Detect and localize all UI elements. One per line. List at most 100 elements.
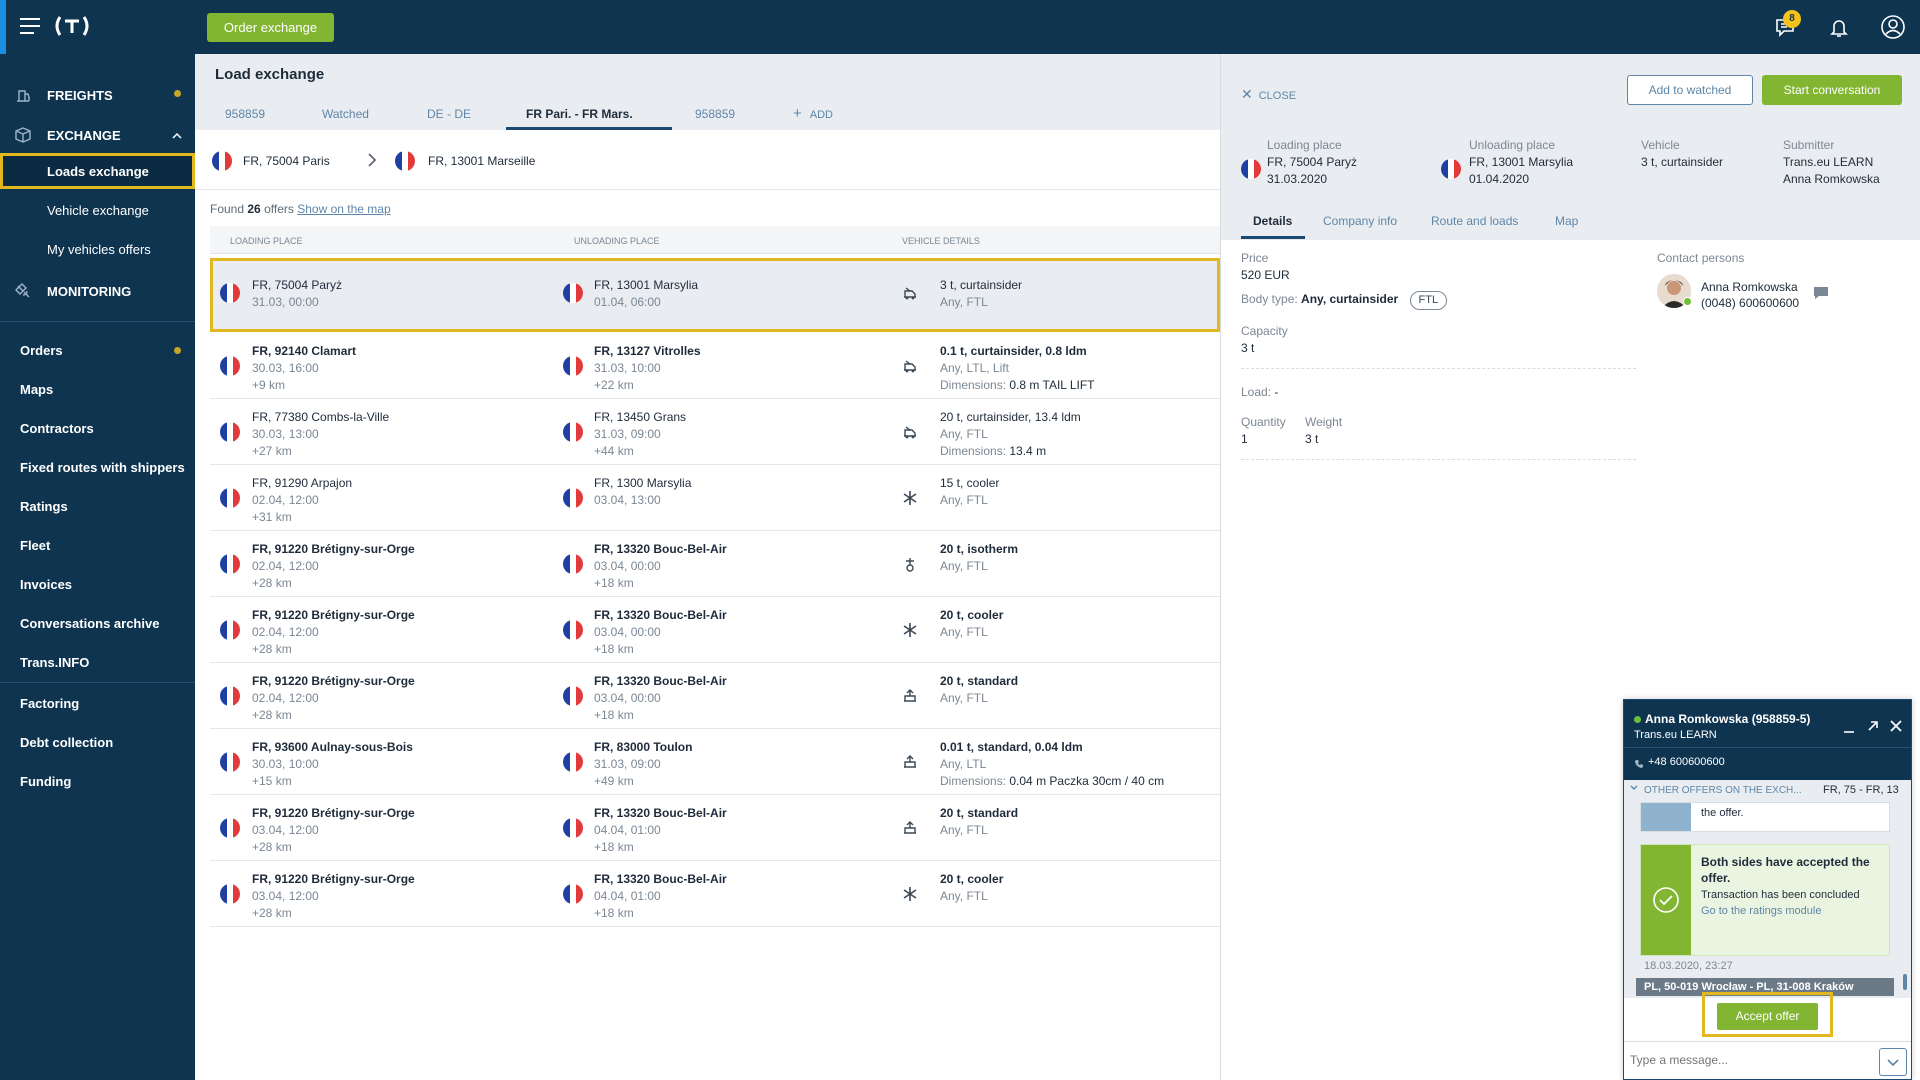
chat-header: Anna Romkowska (958859-5) Trans.eu LEARN… (1624, 700, 1911, 780)
menu-icon[interactable] (20, 18, 40, 34)
sidebar-item-funding[interactable]: Funding (0, 764, 195, 798)
unloading-place: FR, 13320 Bouc-Bel-Air (594, 674, 727, 688)
table-row[interactable]: FR, 91220 Brétigny-sur-Orge 03.04, 12:00… (210, 861, 1220, 927)
close-button[interactable]: ✕ CLOSE (1241, 86, 1296, 103)
tab-map[interactable]: Map (1555, 214, 1579, 228)
message-text: the offer. (1701, 807, 1744, 819)
bell-icon[interactable] (1826, 14, 1852, 40)
loading-place: FR, 91290 Arpajon (252, 476, 353, 490)
unloading-cell: FR, 13450 Grans 31.03, 09:00 +44 km (594, 409, 686, 460)
unloading-time: 03.04, 00:00 (594, 691, 661, 705)
other-offers-bar[interactable]: OTHER OFFERS ON THE EXCH... FR, 75 - FR,… (1624, 780, 1911, 802)
sidebar-item-label: Trans.INFO (20, 655, 90, 670)
close-icon[interactable] (1890, 720, 1902, 735)
curtainsider-icon (902, 285, 918, 301)
expand-icon[interactable] (1867, 720, 1879, 735)
tab-de-de[interactable]: DE - DE (427, 107, 472, 121)
sidebar-section-freights[interactable]: FREIGHTS (0, 76, 195, 112)
sidebar-item-fleet[interactable]: Fleet (0, 528, 195, 562)
fr-flag-icon (220, 686, 240, 706)
field-label: Capacity (1241, 324, 1288, 338)
vehicle-cell: 20 t, cooler Any, FTL (940, 871, 1003, 905)
user-avatar-icon[interactable] (1880, 14, 1906, 40)
accept-offer-button[interactable]: Accept offer (1717, 1003, 1818, 1030)
chat-phone[interactable]: +48 600600600 (1648, 756, 1725, 768)
fr-flag-icon (563, 488, 583, 508)
unloading-place: FR, 13001 Marsylia (594, 278, 699, 292)
route-search-bar[interactable]: FR, 75004 Paris FR, 13001 Marseille (195, 130, 1220, 190)
table-row[interactable]: FR, 91220 Brétigny-sur-Orge 03.04, 12:00… (210, 795, 1220, 861)
sidebar-item-conversations-archive[interactable]: Conversations archive (0, 606, 195, 640)
sidebar-item-ratings[interactable]: Ratings (0, 489, 195, 523)
table-row[interactable]: FR, 77380 Combs-la-Ville 30.03, 13:00 +2… (210, 399, 1220, 465)
message-text: Transaction has been concluded (1701, 889, 1860, 901)
sidebar-item-trans-info[interactable]: Trans.INFO (0, 645, 195, 679)
loading-cell: FR, 77380 Combs-la-Ville 30.03, 13:00 +2… (252, 409, 389, 460)
ratings-module-link[interactable]: Go to the ratings module (1701, 905, 1822, 917)
sidebar-section-exchange[interactable]: EXCHANGE (0, 116, 195, 152)
sidebar-item-debt-collection[interactable]: Debt collection (0, 725, 195, 759)
chat-bubble-icon[interactable] (1813, 286, 1829, 303)
contact-name: Anna Romkowska (1701, 280, 1798, 294)
tab-watched[interactable]: Watched (322, 107, 369, 121)
loading-time: 02.04, 12:00 (252, 493, 319, 507)
dimensions: Dimensions: 0.8 m TAIL LIFT (940, 377, 1095, 394)
minimize-icon[interactable] (1843, 722, 1855, 737)
divider (1624, 747, 1911, 748)
unloading-distance: +18 km (594, 642, 634, 656)
vehicle-cell: 20 t, isotherm Any, FTL (940, 541, 1018, 575)
curtainsider-icon (902, 358, 918, 374)
vehicle-capacity: 20 t, standard (940, 806, 1019, 820)
online-status-dot (1683, 297, 1692, 306)
table-row[interactable]: FR, 91220 Brétigny-sur-Orge 02.04, 12:00… (210, 597, 1220, 663)
table-row[interactable]: FR, 91220 Brétigny-sur-Orge 02.04, 12:00… (210, 531, 1220, 597)
message-previous: the offer. (1640, 802, 1890, 832)
tab-add[interactable]: + ADD (793, 105, 833, 122)
loading-distance: +27 km (252, 444, 292, 458)
sidebar-item-my-vehicles-offers[interactable]: My vehicles offers (0, 231, 195, 267)
order-exchange-button[interactable]: Order exchange (207, 13, 334, 42)
fr-flag-icon (220, 818, 240, 838)
show-on-map-link[interactable]: Show on the map (297, 202, 391, 216)
message-input[interactable] (1630, 1045, 1870, 1075)
unloading-distance: +44 km (594, 444, 634, 458)
sidebar-item-contractors[interactable]: Contractors (0, 411, 195, 445)
tab-company-info[interactable]: Company info (1323, 214, 1398, 228)
chat-scrollbar[interactable] (1903, 974, 1907, 990)
sidebar-item-loads-exchange[interactable]: Loads exchange (0, 153, 195, 189)
start-conversation-button[interactable]: Start conversation (1762, 75, 1902, 105)
sidebar-item-fixed-routes[interactable]: Fixed routes with shippers (0, 450, 195, 484)
sidebar-item-factoring[interactable]: Factoring (0, 686, 195, 720)
contact-persons: Contact persons (1657, 250, 1744, 267)
table-row[interactable]: FR, 75004 Paryż 31.03, 00:00 FR, 13001 M… (210, 258, 1220, 332)
send-button[interactable] (1879, 1048, 1907, 1076)
plus-icon: + (793, 105, 802, 122)
summary-vehicle: Vehicle 3 t, curtainsider (1641, 137, 1723, 171)
column-header-loading[interactable]: LOADING PLACE (230, 236, 303, 246)
table-row[interactable]: FR, 92140 Clamart 30.03, 16:00 +9 km FR,… (210, 333, 1220, 399)
tab-958859[interactable]: 958859 (225, 107, 266, 121)
tab-details[interactable]: Details (1253, 214, 1293, 228)
sidebar-section-monitoring[interactable]: MONITORING (0, 272, 195, 308)
tab-fr-pari-fr-mars[interactable]: FR Pari. - FR Mars. (526, 107, 633, 121)
loading-place: FR, 91220 Brétigny-sur-Orge (252, 872, 415, 886)
table-row[interactable]: FR, 91220 Brétigny-sur-Orge 02.04, 12:00… (210, 663, 1220, 729)
sidebar-item-maps[interactable]: Maps (0, 372, 195, 406)
table-row[interactable]: FR, 91290 Arpajon 02.04, 12:00 +31 km FR… (210, 465, 1220, 531)
messages-badge: 8 (1783, 10, 1801, 28)
tab-route-and-loads[interactable]: Route and loads (1431, 214, 1519, 228)
column-header-unloading[interactable]: UNLOADING PLACE (574, 236, 660, 246)
field-label: Price (1241, 251, 1269, 265)
phone-icon (1634, 758, 1644, 772)
chevron-up-icon[interactable] (172, 128, 182, 143)
sidebar-item-orders[interactable]: Orders (0, 333, 195, 367)
add-to-watched-button[interactable]: Add to watched (1627, 75, 1753, 105)
sidebar-item-invoices[interactable]: Invoices (0, 567, 195, 601)
trans-logo[interactable] (52, 14, 92, 38)
tab-958859-second[interactable]: 958859 (695, 107, 736, 121)
vehicle-type: Any, FTL (940, 823, 988, 837)
sidebar-item-vehicle-exchange[interactable]: Vehicle exchange (0, 192, 195, 228)
column-header-vehicle[interactable]: VEHICLE DETAILS (902, 236, 980, 246)
table-row[interactable]: FR, 93600 Aulnay-sous-Bois 30.03, 10:00 … (210, 729, 1220, 795)
message-title: Both sides have accepted the offer. (1701, 855, 1870, 885)
